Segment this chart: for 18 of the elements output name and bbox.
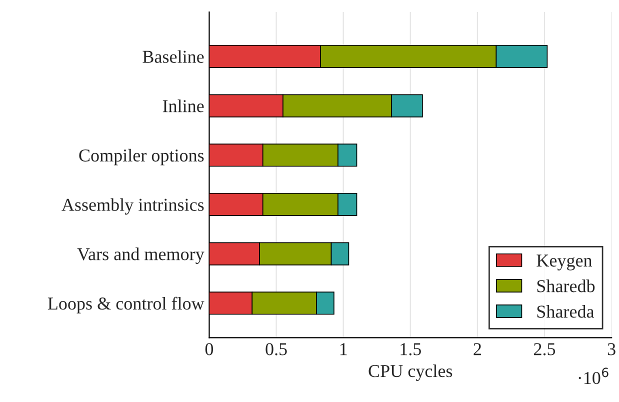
y-tick-label: Assembly intrinsics [62, 198, 204, 215]
x-axis-title: CPU cycles [368, 364, 452, 381]
legend-label: Shareda [537, 305, 594, 318]
x-tick-label: 1.5 [400, 343, 421, 356]
text: ·10$^{6}$ [578, 368, 608, 384]
legend-label: Keygen [536, 254, 592, 270]
x-tick-label: 2.5 [534, 343, 556, 356]
x-tick-label: 0.5 [266, 343, 287, 356]
x-tick-label: 3 [608, 343, 616, 356]
x-tick-label: 1 [340, 343, 347, 356]
x-tick-label: 2 [474, 343, 481, 356]
y-tick-label: Vars and memory [77, 248, 204, 264]
y-tick-label: Compiler options [79, 148, 204, 166]
legend-label: Sharedb [537, 280, 595, 292]
x-tick-label: 0 [205, 343, 214, 356]
y-tick-label: Inline [162, 100, 204, 112]
y-tick-label: Loops & control flow [48, 296, 204, 314]
y-tick-label: Baseline [142, 50, 204, 63]
